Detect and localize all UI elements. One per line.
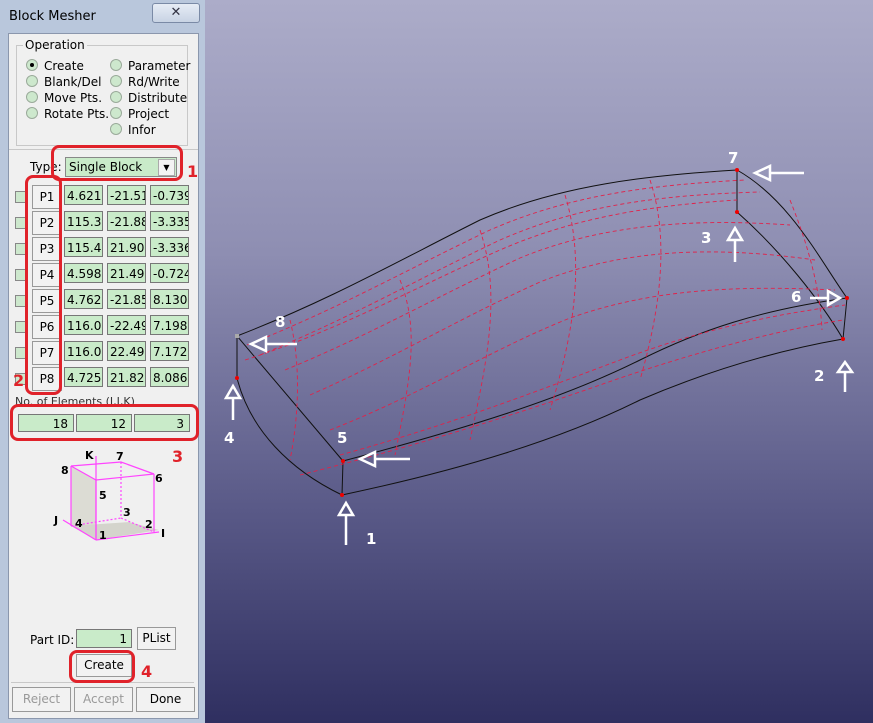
radio-blank-del[interactable]: Blank/Del: [26, 75, 101, 89]
radio-create[interactable]: Create: [26, 59, 84, 73]
point-z-input[interactable]: -3.335: [150, 211, 189, 231]
accept-button[interactable]: Accept: [74, 687, 133, 712]
point-x-input[interactable]: 4.7623: [64, 289, 103, 309]
point-z-input[interactable]: 7.1987: [150, 315, 189, 335]
point-y-input[interactable]: -21.88: [107, 211, 146, 231]
corner-label: 4: [75, 517, 83, 530]
corner-label: 7: [116, 450, 124, 463]
corner-label: 8: [61, 464, 69, 477]
reject-button[interactable]: Reject: [12, 687, 71, 712]
chevron-down-icon: ▼: [158, 159, 175, 176]
vertex-label: 1: [366, 530, 377, 548]
divider: [9, 149, 198, 150]
point-z-input[interactable]: 8.1303: [150, 289, 189, 309]
vertex-label: 6: [791, 288, 802, 306]
annotation-number: 3: [172, 447, 184, 466]
point-pick-button[interactable]: P7: [32, 341, 62, 365]
point-x-input[interactable]: 4.5983: [64, 263, 103, 283]
type-value: Single Block: [69, 160, 143, 174]
type-select[interactable]: Single Block ▼: [65, 157, 177, 177]
radio-rotate-pts[interactable]: Rotate Pts.: [26, 107, 109, 121]
dialog-title: Block Mesher: [9, 9, 96, 24]
plist-button[interactable]: PList: [137, 627, 176, 650]
arrow-up-icon: [835, 359, 855, 392]
close-button[interactable]: ✕: [152, 3, 200, 23]
elements-i-input[interactable]: 18: [18, 414, 74, 432]
point-y-input[interactable]: 21.493: [107, 263, 146, 283]
point-z-input[interactable]: -3.336: [150, 237, 189, 257]
close-icon: ✕: [170, 5, 182, 20]
corner-label: 3: [123, 506, 131, 519]
3d-viewport[interactable]: 1 2 3 4 5 6 7 8: [205, 0, 873, 723]
point-x-input[interactable]: 4.6218: [64, 185, 103, 205]
block-mesh: [223, 164, 855, 545]
arrow-left-icon: [752, 164, 804, 182]
point-x-input[interactable]: 116.00: [64, 315, 103, 335]
axis-label: J: [53, 514, 58, 527]
annotation-box-4: [69, 650, 135, 683]
point-x-input[interactable]: 115.36: [64, 211, 103, 231]
vertex-label: 8: [275, 313, 286, 331]
arrow-right-icon: [810, 288, 843, 308]
arrow-left-icon: [248, 335, 297, 353]
point-pick-button[interactable]: P3: [32, 237, 62, 261]
part-id-label: Part ID:: [30, 633, 75, 647]
title-bar: Block Mesher ✕: [0, 0, 205, 34]
vertex-label: 7: [728, 149, 739, 167]
vertex-label: 5: [337, 429, 348, 447]
point-z-input[interactable]: 8.0865: [150, 367, 189, 387]
point-y-input[interactable]: 22.499: [107, 341, 146, 361]
block-diagram: 1 2 3 4 5 6 7 8 I J K: [53, 449, 165, 542]
point-pick-button[interactable]: P6: [32, 315, 62, 339]
annotation-box-1: [51, 145, 183, 181]
arrow-icons: [223, 164, 855, 545]
point-x-input[interactable]: 115.41: [64, 237, 103, 257]
radio-rd-write[interactable]: Rd/Write: [110, 75, 180, 89]
point-pick-button[interactable]: P1: [32, 185, 62, 209]
point-y-input[interactable]: -21.51: [107, 185, 146, 205]
annotation-box-3: [10, 404, 199, 441]
axis-label: I: [161, 527, 165, 540]
arrow-up-icon: [725, 225, 745, 262]
annotation-number: 2: [13, 371, 25, 390]
point-z-input[interactable]: 7.1728: [150, 341, 189, 361]
elements-k-input[interactable]: 3: [134, 414, 190, 432]
point-z-input[interactable]: -0.724: [150, 263, 189, 283]
axis-label: K: [85, 449, 94, 462]
operation-group: Operation Create Blank/Del Move Pts. Rot…: [16, 38, 190, 146]
done-button[interactable]: Done: [136, 687, 195, 712]
vertex-label: 3: [701, 229, 712, 247]
arrow-left-icon: [357, 450, 410, 468]
arrow-up-icon: [223, 383, 243, 420]
radio-infor[interactable]: Infor: [110, 123, 156, 137]
vertex-label: 4: [224, 429, 235, 447]
annotation-box-2: [25, 175, 62, 395]
part-id-input[interactable]: 1: [76, 629, 132, 648]
create-button[interactable]: Create: [76, 654, 132, 677]
annotation-number: 4: [141, 662, 153, 681]
radio-move-pts[interactable]: Move Pts.: [26, 91, 102, 105]
point-y-input[interactable]: 21.827: [107, 367, 146, 387]
point-y-input[interactable]: 21.909: [107, 237, 146, 257]
radio-parameter[interactable]: Parameter: [110, 59, 190, 73]
block-mesher-dialog: Block Mesher ✕ Operation Create Blank/De…: [0, 0, 206, 723]
elements-j-input[interactable]: 12: [76, 414, 132, 432]
point-z-input[interactable]: -0.739: [150, 185, 189, 205]
corner-label: 1: [99, 529, 107, 542]
radio-distribute[interactable]: Distribute: [110, 91, 187, 105]
arrow-up-icon: [336, 500, 356, 545]
point-pick-button[interactable]: P4: [32, 263, 62, 287]
point-x-input[interactable]: 116.00: [64, 341, 103, 361]
vertex-label: 2: [814, 367, 825, 385]
point-y-input[interactable]: -21.85: [107, 289, 146, 309]
point-y-input[interactable]: -22.49: [107, 315, 146, 335]
operation-legend: Operation: [23, 38, 87, 52]
corner-label: 2: [145, 518, 153, 531]
annotation-number: 1: [187, 162, 199, 181]
radio-project[interactable]: Project: [110, 107, 169, 121]
corner-label: 6: [155, 472, 163, 485]
point-pick-button[interactable]: P2: [32, 211, 62, 235]
corner-label: 5: [99, 489, 107, 502]
